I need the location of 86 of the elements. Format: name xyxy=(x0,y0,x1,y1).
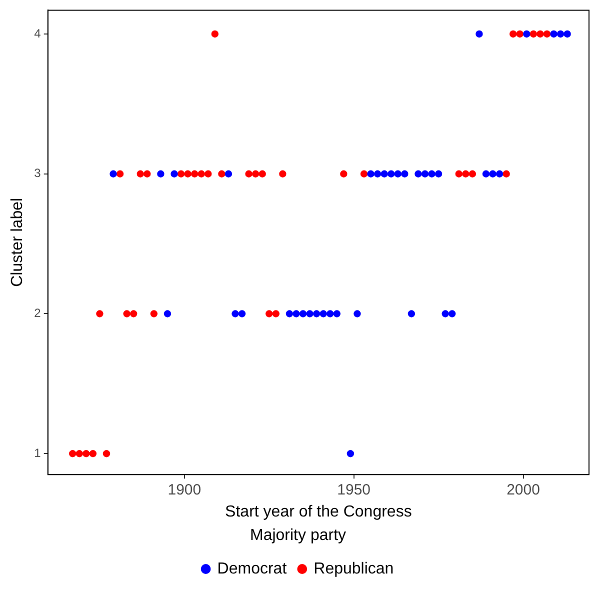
point xyxy=(340,170,348,178)
point xyxy=(388,170,395,178)
legend-label: Republican xyxy=(314,560,394,578)
point xyxy=(428,170,436,178)
point xyxy=(421,170,429,178)
point xyxy=(374,170,382,178)
y-tick-label: 3 xyxy=(34,166,42,180)
point xyxy=(455,170,462,178)
point xyxy=(394,170,402,178)
point xyxy=(502,170,510,178)
point xyxy=(434,170,442,178)
point xyxy=(408,310,416,318)
point xyxy=(536,30,544,38)
point xyxy=(102,450,110,458)
point xyxy=(238,310,246,318)
point xyxy=(564,30,571,38)
point xyxy=(292,310,300,318)
point xyxy=(258,170,266,178)
point xyxy=(320,310,327,318)
point xyxy=(232,310,239,318)
point xyxy=(190,170,198,178)
point xyxy=(266,310,273,318)
y-axis-title: Cluster label xyxy=(9,198,26,287)
point xyxy=(523,30,530,38)
point xyxy=(157,170,164,178)
point xyxy=(354,310,361,318)
point xyxy=(144,170,151,178)
point xyxy=(286,310,294,318)
point xyxy=(530,30,538,38)
point xyxy=(252,170,260,178)
x-tick-label: 2000 xyxy=(506,482,540,499)
x-axis-title: Start year of the Congress xyxy=(225,504,412,521)
point xyxy=(516,30,524,38)
point xyxy=(312,310,320,318)
point xyxy=(468,170,476,178)
point xyxy=(89,450,97,458)
point xyxy=(224,170,232,178)
point xyxy=(123,310,130,318)
point xyxy=(496,170,504,178)
point xyxy=(96,310,104,318)
point xyxy=(272,310,280,318)
point xyxy=(136,170,144,178)
point xyxy=(414,170,422,178)
point xyxy=(82,450,90,458)
point xyxy=(130,310,138,318)
point xyxy=(476,30,483,38)
x-tick-label: 1900 xyxy=(168,482,202,499)
legend-title: Majority party xyxy=(250,527,346,544)
point xyxy=(448,310,456,318)
point xyxy=(218,170,226,178)
point xyxy=(306,310,314,318)
point xyxy=(326,310,334,318)
x-tick-label: 1950 xyxy=(337,482,371,499)
point xyxy=(110,170,117,178)
point xyxy=(543,30,551,38)
y-tick-label: 1 xyxy=(34,446,42,460)
point xyxy=(462,170,470,178)
point xyxy=(150,310,158,318)
point xyxy=(482,170,490,178)
point xyxy=(367,170,374,178)
point xyxy=(510,30,517,38)
point xyxy=(380,170,388,178)
y-tick-label: 4 xyxy=(34,26,42,40)
point xyxy=(360,170,368,178)
point xyxy=(279,170,286,178)
point xyxy=(299,310,307,318)
point xyxy=(69,450,76,458)
point xyxy=(76,450,83,458)
point xyxy=(333,310,341,318)
point xyxy=(401,170,408,178)
point xyxy=(245,170,252,178)
point xyxy=(164,310,172,318)
point xyxy=(177,170,185,178)
point xyxy=(204,170,212,178)
y-tick-label: 2 xyxy=(34,306,42,320)
point xyxy=(184,170,192,178)
point xyxy=(550,30,558,38)
point xyxy=(489,170,496,178)
point xyxy=(442,310,449,318)
point xyxy=(346,450,354,458)
legend-label: Democrat xyxy=(217,560,288,578)
point xyxy=(211,30,219,38)
point xyxy=(170,170,178,178)
point xyxy=(198,170,205,178)
point xyxy=(556,30,564,38)
point xyxy=(116,170,124,178)
